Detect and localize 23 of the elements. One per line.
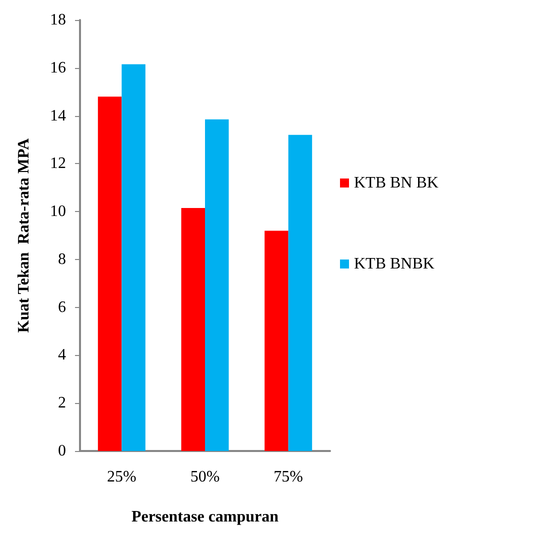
bar	[122, 64, 146, 451]
y-tick-label: 12	[50, 155, 66, 172]
x-tick-label: 75%	[274, 468, 303, 486]
y-tick-label: 14	[50, 107, 66, 124]
x-tick-label: 25%	[107, 468, 136, 486]
y-tick-label: 16	[50, 59, 66, 76]
y-tick-label: 10	[50, 203, 66, 220]
bar	[181, 208, 205, 451]
bar	[205, 119, 229, 451]
y-tick-label: 2	[58, 394, 66, 412]
x-axis-title: Persentase campuran	[131, 508, 279, 526]
x-tick-label: 50%	[190, 468, 220, 486]
legend-label: KTB BN BK	[354, 174, 439, 192]
y-tick-label: 6	[58, 298, 66, 316]
y-tick-label: 8	[58, 250, 66, 268]
y-tick-label: 18	[50, 12, 66, 28]
y-tick-label: 4	[58, 346, 66, 364]
legend-label: KTB BNBK	[354, 256, 435, 272]
bar	[264, 230, 288, 451]
bar	[288, 134, 312, 451]
y-tick-label: 0	[58, 442, 66, 460]
y-axis-title: Kuat Tekan Rata-rata MPA	[16, 138, 32, 333]
bar	[98, 96, 122, 451]
